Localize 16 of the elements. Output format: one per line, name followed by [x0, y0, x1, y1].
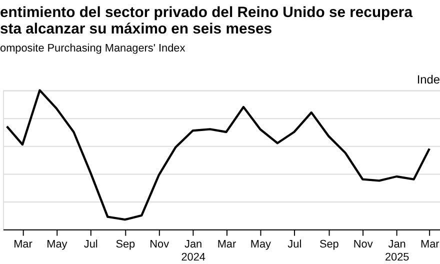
- x-tick-label: Jul: [288, 238, 302, 251]
- x-tick-label: Nov: [353, 238, 374, 251]
- y-axis-title: Inde: [416, 72, 440, 86]
- x-tick-label: Sep: [116, 238, 136, 251]
- x-tick-label: Mar: [420, 238, 440, 251]
- chart-title: entimiento del sector privado del Reino Unido se recupera sta alcanzar su máximo en seis meses: [0, 4, 414, 38]
- x-tick-label: May: [46, 238, 68, 251]
- x-tick-label: May: [250, 238, 272, 251]
- x-tick-label: Mar: [217, 238, 236, 251]
- x-tick-label: Nov: [150, 238, 170, 251]
- x-tick-label: Jan 2025: [384, 238, 410, 264]
- x-tick-label: Jul: [84, 238, 98, 251]
- x-tick-label: Jan 2024: [181, 238, 206, 264]
- chart-subtitle: omposite Purchasing Managers' Index: [0, 42, 186, 55]
- x-tick-label: Mar: [14, 238, 33, 251]
- x-tick-label: Sep: [319, 238, 339, 251]
